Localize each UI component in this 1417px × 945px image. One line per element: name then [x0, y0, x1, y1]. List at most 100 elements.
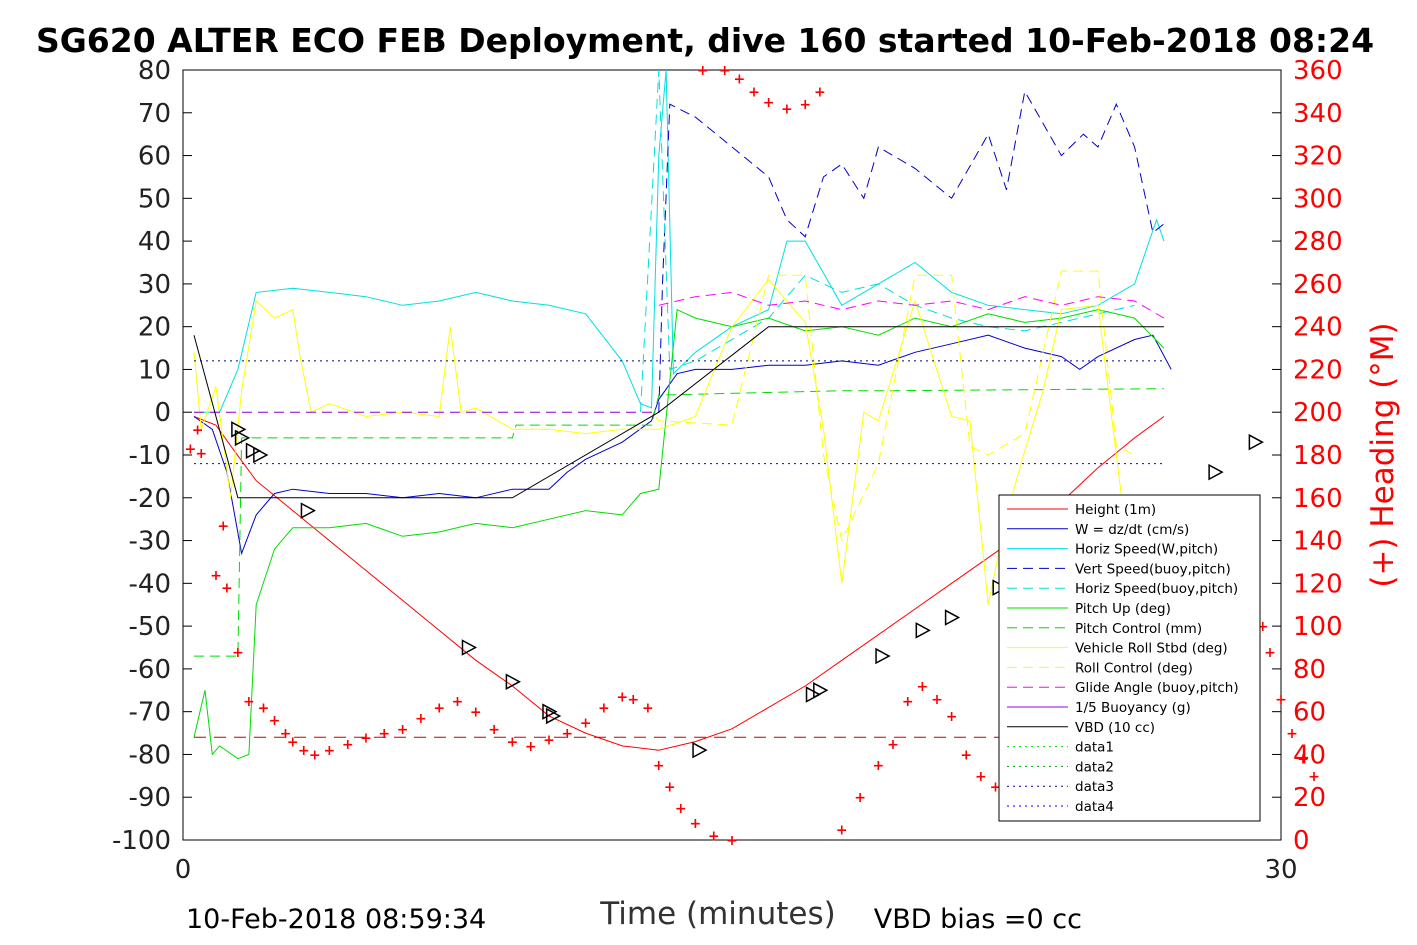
series-line-pitch-up-deg [193, 308, 1165, 760]
heading-point-7: + [243, 694, 255, 710]
legend-box [998, 494, 1261, 822]
triangle-marker-12 [875, 647, 891, 665]
heading-point-43: + [763, 95, 775, 111]
right-tick-label: 160 [1293, 484, 1343, 514]
heading-point-18: + [397, 722, 409, 738]
series-line-roll-control-deg [194, 270, 1135, 543]
x-tick-label: 0 [175, 855, 192, 885]
right-tick-label: 300 [1293, 184, 1343, 214]
heading-point-4: + [210, 568, 222, 584]
x-tick-label: 30 [1264, 855, 1297, 885]
heading-point-39: + [697, 63, 709, 79]
heading-point-85: + [1297, 752, 1309, 768]
footer-timestamp: 10-Feb-2018 08:59:34 [186, 904, 486, 935]
triangle-marker-4 [300, 502, 317, 519]
heading-point-23: + [488, 722, 500, 738]
triangle-marker-5 [461, 639, 478, 656]
heading-point-25: + [525, 739, 537, 755]
triangle-marker-2 [245, 442, 262, 459]
heading-point-0: + [184, 442, 196, 458]
series-line-vert-speed-buoy-pitch [658, 89, 1165, 413]
heading-point-9: + [269, 713, 281, 729]
left-tick-label: 70 [138, 99, 171, 129]
legend-label-vbd-10-cc: VBD (10 cc) [1075, 720, 1155, 736]
heading-point-31: + [627, 692, 639, 708]
series-line-vbd-10-cc [193, 326, 1164, 499]
right-tick-label: 220 [1293, 355, 1343, 385]
right-tick-label: 80 [1293, 655, 1326, 685]
heading-point-22: + [470, 705, 482, 721]
heading-point-30: + [616, 690, 628, 706]
x-axis-label: Time (minutes) [599, 896, 835, 932]
right-tick-label: 240 [1293, 313, 1343, 343]
chart-title: SG620 ALTER ECO FEB Deployment, dive 160… [36, 21, 1374, 60]
heading-point-11: + [287, 735, 299, 751]
left-tick-label: 60 [138, 142, 171, 172]
heading-point-1: + [195, 446, 207, 462]
heading-point-21: + [452, 694, 464, 710]
heading-point-53: + [931, 692, 943, 708]
legend-label-1-5-buoyancy-g: 1/5 Buoyancy (g) [1075, 700, 1191, 716]
left-tick-label: 0 [154, 398, 171, 428]
right-tick-label: 100 [1293, 612, 1343, 642]
legend-label-vert-speed-buoy-pitch: Vert Speed(buoy,pitch) [1075, 561, 1231, 577]
triangle-marker-20 [1208, 463, 1224, 481]
triangle-marker-9 [692, 741, 708, 759]
left-tick-label: -30 [129, 527, 171, 557]
triangle-marker-13 [915, 622, 931, 639]
heading-point-33: + [653, 758, 665, 774]
right-tick-label: 360 [1293, 56, 1343, 86]
heading-point-28: + [580, 715, 592, 731]
heading-point-14: + [324, 743, 336, 759]
heading-point-35: + [675, 801, 687, 817]
left-tick-label: -100 [112, 826, 171, 856]
left-tick-label: 10 [138, 355, 171, 385]
left-tick-label: -60 [129, 655, 171, 685]
series-line-horiz-speed-buoy-pitch [640, 69, 1135, 413]
series-line-horiz-speed-w-pitch [194, 69, 1165, 413]
triangle-marker-11 [813, 682, 829, 699]
legend-label-pitch-control-mm: Pitch Control (mm) [1075, 621, 1202, 637]
heading-point-20: + [433, 700, 445, 716]
right-tick-label: 40 [1293, 740, 1326, 770]
heading-point-47: + [836, 822, 848, 838]
series-line-pitch-control-mm [194, 388, 1164, 657]
heading-point-54: + [946, 709, 958, 725]
heading-point-12: + [298, 743, 310, 759]
right-tick-label: 60 [1293, 698, 1326, 728]
heading-point-55: + [960, 747, 972, 763]
legend-label-data2: data2 [1075, 759, 1114, 775]
left-tick-label: -80 [129, 740, 171, 770]
footer-vbd-bias: VBD bias =0 cc [874, 904, 1082, 935]
legend-label-data3: data3 [1075, 779, 1114, 795]
heading-point-38: + [726, 833, 738, 849]
heading-point-27: + [561, 726, 573, 742]
legend-label-height-1m: Height (1m) [1075, 502, 1156, 518]
heading-point-45: + [799, 97, 811, 113]
heading-point-40: + [719, 63, 731, 79]
heading-point-29: + [598, 700, 610, 716]
right-tick-label: 200 [1293, 398, 1343, 428]
legend: Height (1m) W = dz/dt (cm/s) Horiz Speed(W… [998, 494, 1261, 822]
heading-point-10: + [280, 726, 292, 742]
right-tick-label: 260 [1293, 270, 1343, 300]
legend-label-pitch-up-deg: Pitch Up (deg) [1075, 601, 1171, 617]
heading-point-46: + [814, 84, 826, 100]
left-tick-label: 50 [138, 184, 171, 214]
heading-point-86: + [1308, 769, 1320, 785]
series-line-vehicle-roll-stbd-deg [193, 278, 1165, 605]
heading-point-82: + [1264, 645, 1276, 661]
legend-label-roll-control-deg: Roll Control (deg) [1075, 660, 1193, 676]
right-tick-label: 20 [1293, 783, 1326, 813]
right-tick-label: 320 [1293, 142, 1343, 172]
left-tick-label: -40 [129, 569, 171, 599]
triangle-marker-1 [234, 429, 251, 447]
left-tick-label: -20 [129, 484, 171, 514]
legend-label-horiz-speed-w-pitch: Horiz Speed(W,pitch) [1075, 542, 1218, 558]
heading-point-17: + [378, 726, 390, 742]
right-tick-label: 0 [1293, 826, 1310, 856]
right-tick-label: 340 [1293, 99, 1343, 129]
right-tick-label: 140 [1293, 527, 1343, 557]
right-tick-label: 180 [1293, 441, 1343, 471]
heading-point-26: + [543, 732, 555, 748]
